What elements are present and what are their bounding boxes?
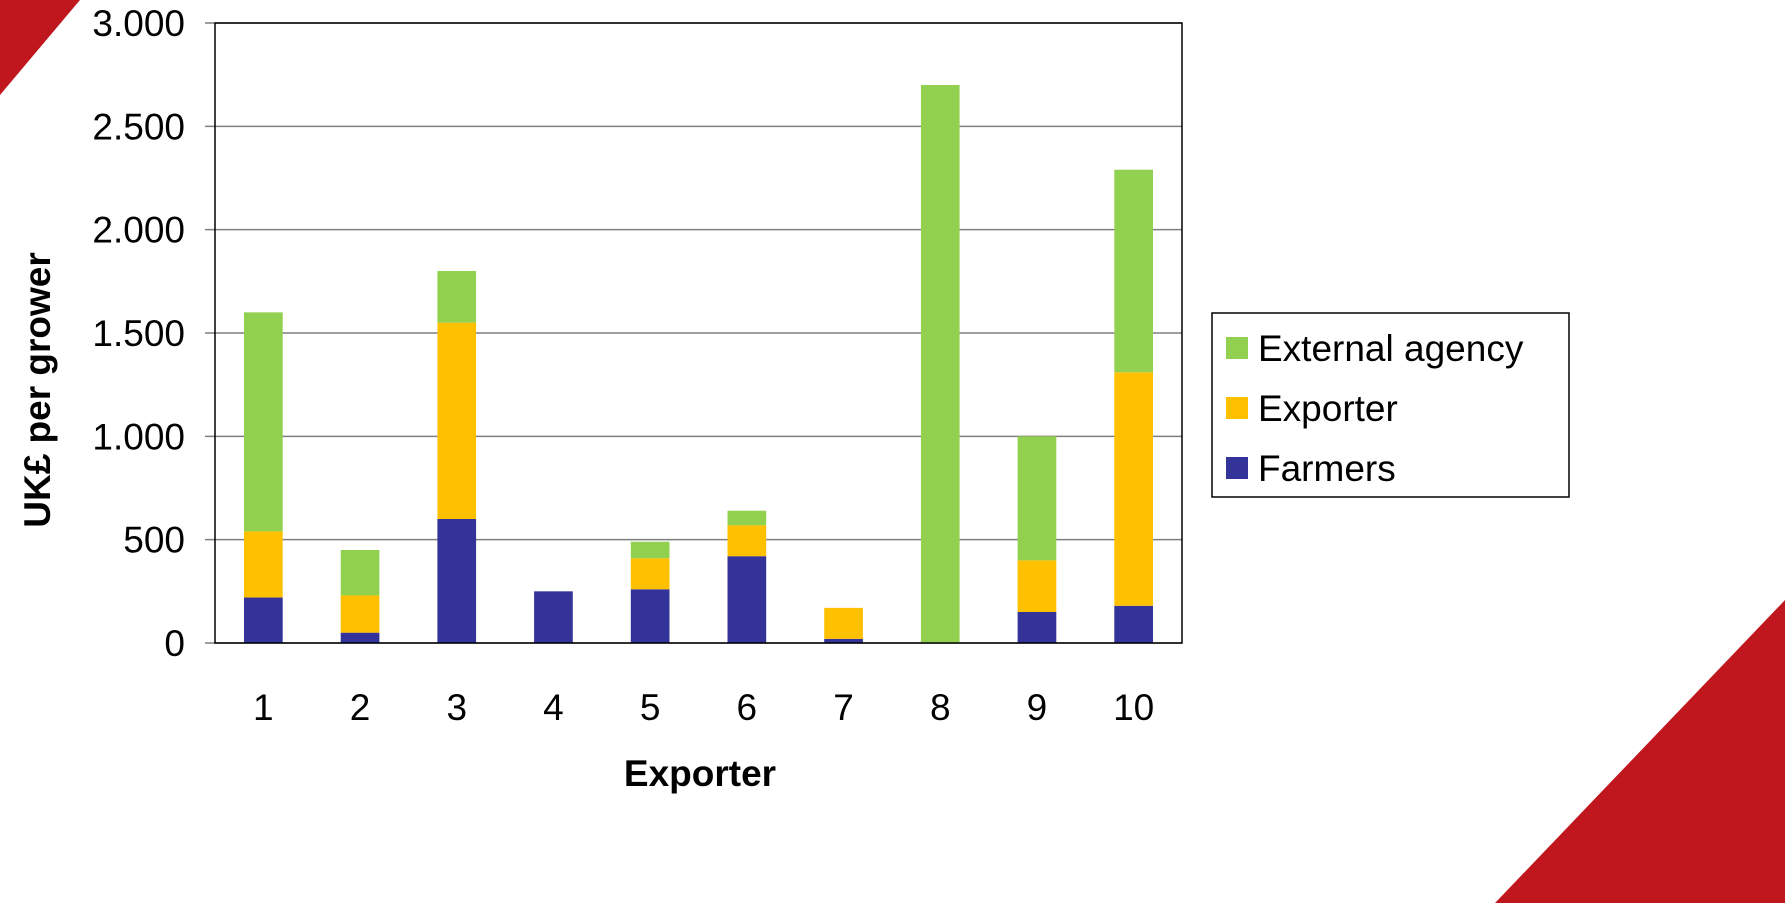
bar-segment-external-agency: [630, 541, 670, 559]
legend-swatch: [1226, 397, 1248, 419]
bar-segment-farmers: [437, 519, 477, 643]
bar-segment-external-agency: [1114, 169, 1153, 373]
legend-swatch: [1226, 337, 1248, 359]
legend-label: Farmers: [1258, 448, 1396, 489]
x-axis-title: Exporter: [624, 753, 776, 794]
bar-segment-exporter: [244, 531, 283, 598]
y-tick-label: 500: [123, 520, 185, 561]
x-tick-label: 4: [543, 687, 564, 728]
bar-segment-external-agency: [244, 312, 283, 532]
bar-segment-exporter: [1114, 372, 1153, 606]
bar-segment-farmers: [244, 597, 283, 643]
y-axis-title: UK£ per grower: [17, 252, 58, 528]
x-tick-label: 7: [833, 687, 854, 728]
x-axis-tick-labels: 1 2 3 4 5 6 7 8 9 10: [253, 687, 1154, 728]
bar-segment-farmers: [534, 591, 573, 643]
bar-segment-farmers: [727, 556, 767, 643]
x-tick-label: 3: [446, 687, 467, 728]
y-tick-label: 2.500: [92, 106, 185, 147]
bar-segment-farmers: [824, 638, 863, 643]
y-tick-label: 3.000: [92, 3, 185, 44]
legend-swatch: [1226, 457, 1248, 479]
y-tick-label: 1.500: [92, 313, 185, 354]
bar-segment-exporter: [340, 595, 380, 633]
x-tick-label: 5: [640, 687, 661, 728]
corner-decoration-bottom-right: [1495, 600, 1785, 903]
bar-segment-external-agency: [727, 510, 767, 526]
corner-decoration-top-left: [0, 0, 80, 95]
plot-area-border: [214, 22, 1183, 644]
bar-segment-exporter: [727, 525, 767, 557]
x-tick-label: 2: [350, 687, 371, 728]
bar-segment-exporter: [1017, 560, 1057, 612]
y-axis-tick-labels: 0 500 1.000 1.500 2.000 2.500 3.000: [92, 3, 185, 664]
legend-box: [1211, 312, 1570, 498]
legend: External agency Exporter Farmers: [1211, 312, 1570, 498]
y-tick-label: 0: [164, 623, 185, 664]
bar-segment-external-agency: [340, 550, 380, 596]
x-tick-label: 8: [930, 687, 951, 728]
bar-segment-farmers: [340, 632, 380, 643]
bar-segment-exporter: [630, 558, 670, 590]
bars: [244, 85, 1153, 643]
bar-segment-exporter: [437, 322, 477, 519]
bar-segment-external-agency: [437, 271, 477, 323]
x-tick-label: 6: [737, 687, 758, 728]
bar-segment-farmers: [1114, 605, 1153, 643]
x-tick-label: 10: [1113, 687, 1154, 728]
y-tick-label: 2.000: [92, 210, 185, 251]
legend-label: Exporter: [1258, 388, 1398, 429]
bar-segment-exporter: [824, 607, 863, 639]
bar-segment-external-agency: [920, 85, 960, 643]
x-tick-label: 9: [1027, 687, 1048, 728]
bar-segment-farmers: [630, 589, 670, 643]
legend-label: External agency: [1258, 328, 1524, 369]
y-tick-label: 1.000: [92, 416, 185, 457]
x-tick-label: 1: [253, 687, 274, 728]
bar-segment-farmers: [1017, 612, 1057, 643]
bar-segment-external-agency: [1017, 436, 1057, 561]
